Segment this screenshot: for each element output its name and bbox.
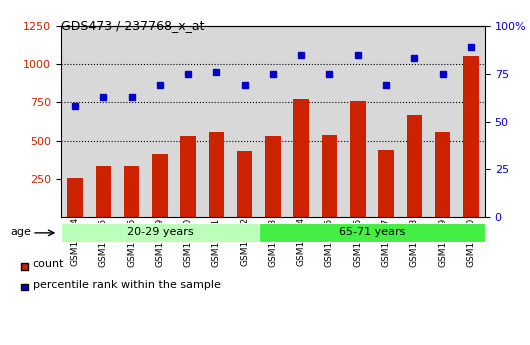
- Text: percentile rank within the sample: percentile rank within the sample: [33, 280, 220, 289]
- Bar: [89, 26, 118, 217]
- Text: count: count: [33, 259, 64, 269]
- Bar: [174, 26, 202, 217]
- Bar: [287, 26, 315, 217]
- Bar: [463, 56, 479, 217]
- Bar: [124, 166, 139, 217]
- Bar: [259, 26, 287, 217]
- Bar: [457, 26, 485, 217]
- Bar: [209, 132, 224, 217]
- Bar: [294, 99, 309, 217]
- Bar: [315, 26, 343, 217]
- Bar: [265, 136, 281, 217]
- Bar: [350, 101, 366, 217]
- Bar: [202, 26, 231, 217]
- Bar: [378, 150, 394, 217]
- Bar: [118, 26, 146, 217]
- Bar: [259, 223, 485, 242]
- Bar: [61, 223, 259, 242]
- Bar: [435, 131, 450, 217]
- Bar: [372, 26, 400, 217]
- Bar: [400, 26, 428, 217]
- Bar: [67, 178, 83, 217]
- Bar: [428, 26, 457, 217]
- Bar: [237, 151, 252, 217]
- Bar: [61, 26, 89, 217]
- Bar: [152, 154, 167, 217]
- Bar: [407, 116, 422, 217]
- Bar: [322, 135, 337, 217]
- Bar: [146, 26, 174, 217]
- Bar: [231, 26, 259, 217]
- Bar: [95, 166, 111, 217]
- Bar: [343, 26, 372, 217]
- Text: 65-71 years: 65-71 years: [339, 227, 405, 237]
- Bar: [180, 136, 196, 217]
- Text: 20-29 years: 20-29 years: [127, 227, 193, 237]
- Text: age: age: [11, 227, 31, 237]
- Text: GDS473 / 237768_x_at: GDS473 / 237768_x_at: [61, 19, 205, 32]
